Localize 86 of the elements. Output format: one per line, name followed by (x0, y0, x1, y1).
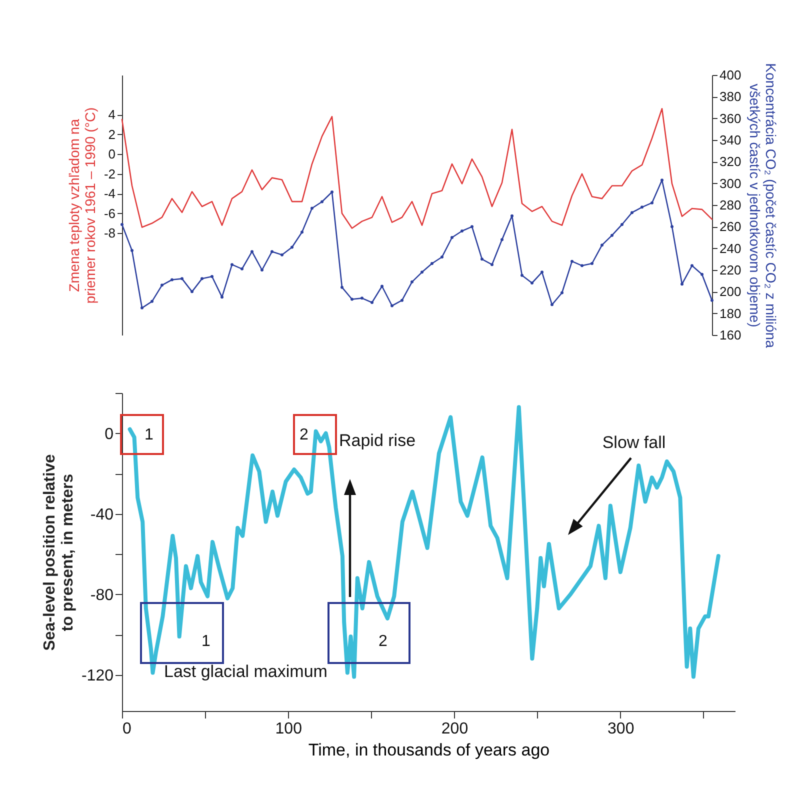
point (490, 263, 494, 266)
point (560, 291, 564, 294)
point (680, 282, 684, 286)
x-axis-title: Time, in thousands of years ago (308, 740, 550, 760)
y-tick-label: -40 (90, 506, 114, 524)
point (150, 300, 154, 303)
y-tick-label: -8 (104, 226, 116, 241)
point (200, 277, 204, 280)
y2-tick-label: 280 (720, 198, 742, 212)
y-tick-label: 0 (104, 426, 114, 443)
point (690, 264, 694, 268)
point (640, 206, 644, 209)
annotation: Slow fall (602, 433, 666, 452)
y2-tick-label: 400 (720, 68, 742, 82)
y2-tick-label: 200 (720, 284, 742, 300)
point (630, 211, 634, 214)
point (470, 225, 474, 228)
point (310, 206, 314, 210)
point (710, 298, 714, 302)
y2-tick-label: 240 (720, 240, 742, 256)
y-tick-label: 0 (108, 146, 116, 162)
line-series (121, 108, 713, 229)
x-tick-label: 100 (275, 720, 302, 738)
point (550, 303, 554, 306)
point (170, 278, 174, 282)
annotation: Rapid rise (339, 431, 416, 450)
line-series (120, 178, 714, 310)
y2-tick-label: 260 (720, 219, 742, 234)
point (230, 263, 234, 266)
point (250, 250, 254, 254)
point (320, 200, 324, 204)
point (140, 306, 144, 310)
y-tick-label: 4 (108, 107, 116, 122)
x-tick-label: 300 (608, 720, 634, 738)
point (410, 280, 414, 284)
point (480, 258, 484, 261)
point (160, 284, 164, 287)
y-tick-label: -80 (90, 586, 114, 604)
point (700, 272, 704, 276)
point (180, 277, 184, 280)
point (280, 253, 284, 256)
y2-tick-label: 160 (720, 328, 742, 342)
annotation: 1 (202, 633, 211, 650)
annotation: 2 (300, 426, 309, 444)
y-axis-title: Sea-level position relative to present, in meters (41, 454, 76, 651)
point (540, 270, 544, 274)
y2-tick-label: 360 (720, 110, 742, 126)
point (400, 298, 404, 302)
point (290, 246, 294, 249)
y-tick-label: -4 (104, 186, 116, 202)
point (360, 296, 364, 300)
point (240, 267, 244, 270)
y-tick-label: -6 (104, 206, 116, 221)
y-tick-label: -2 (104, 166, 116, 182)
y2-tick-label: 340 (720, 132, 742, 148)
annotation: 1 (144, 426, 154, 444)
y2-tick-label: 180 (720, 306, 742, 321)
point (190, 290, 194, 294)
point (570, 260, 574, 263)
point (670, 225, 674, 228)
y2-tick-label: 380 (720, 89, 742, 104)
point (600, 244, 604, 247)
point (520, 274, 524, 277)
point (580, 264, 584, 268)
point (510, 214, 514, 218)
annotation: 2 (378, 633, 388, 650)
point (610, 234, 614, 237)
point (350, 298, 354, 301)
y2-tick-label: 320 (720, 154, 742, 170)
point (650, 201, 654, 204)
y-tick-label: 2 (108, 126, 116, 142)
x-tick-label: 0 (122, 720, 132, 738)
point (120, 223, 124, 226)
point (420, 270, 424, 274)
x-tick-label: 200 (441, 720, 468, 738)
point (390, 304, 394, 308)
line-series (128, 405, 720, 679)
y-tick-label: -120 (81, 667, 114, 684)
y-axis-title: Zmena teploty vzhľadom na priemer rokov 1961 – 1990 (°C) (66, 107, 98, 304)
point (270, 250, 274, 254)
y2-tick-label: 300 (720, 176, 742, 191)
annotation: Last glacial maximum (164, 662, 328, 681)
y2-tick-label: 220 (720, 262, 742, 278)
point (300, 230, 304, 234)
point (500, 238, 504, 242)
y2-axis-title: Koncentrácia CO₂ (počet častíc CO₂ z milióna všetkých častíc v jednotkovom objeme) (747, 63, 780, 348)
